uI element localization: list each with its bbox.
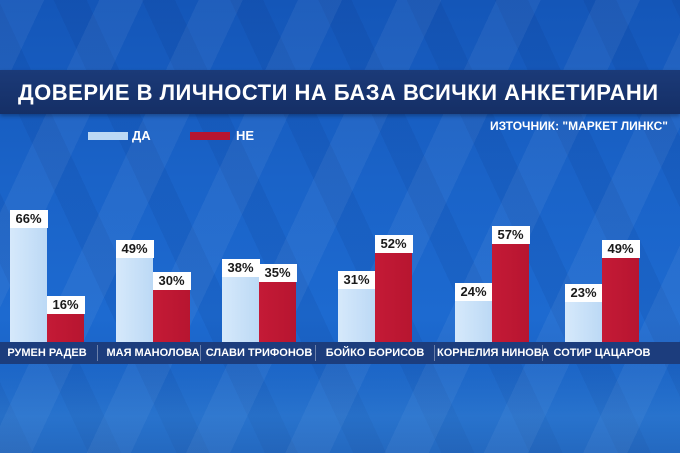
category-label-1: РУМЕН РАДЕВ xyxy=(7,347,87,359)
legend-yes-swatch xyxy=(88,132,128,140)
legend-no-swatch xyxy=(190,132,230,140)
category-separator xyxy=(434,345,435,361)
category-label-6: СОТИР ЦАЦАРОВ xyxy=(553,347,651,359)
bar-yes-1 xyxy=(10,228,47,342)
category-label-2: МАЯ МАНОЛОВА xyxy=(106,347,200,359)
value-label-no-3: 35% xyxy=(258,263,297,282)
bar-yes-4 xyxy=(338,288,375,342)
bar-no-2 xyxy=(153,290,190,342)
value-label-yes-3: 38% xyxy=(221,258,260,277)
value-label-no-4: 52% xyxy=(374,234,413,253)
bar-yes-5 xyxy=(455,300,492,342)
category-label-5: КОРНЕЛИЯ НИНОВА xyxy=(437,347,550,359)
category-label-4: БОЙКО БОРИСОВ xyxy=(325,347,425,359)
bar-no-1 xyxy=(47,314,84,342)
value-label-yes-6: 23% xyxy=(564,284,603,303)
value-label-no-1: 16% xyxy=(46,296,85,315)
category-label-3: СЛАВИ ТРИФОНОВ xyxy=(205,347,313,359)
bar-yes-3 xyxy=(222,276,259,342)
bar-no-4 xyxy=(375,252,412,342)
chart-title: ДОВЕРИЕ В ЛИЧНОСТИ НА БАЗА ВСИЧКИ АНКЕТИ… xyxy=(18,80,659,105)
value-label-no-2: 30% xyxy=(152,272,191,291)
legend-yes-label: ДА xyxy=(132,128,151,143)
category-separator xyxy=(315,345,316,361)
value-label-no-5: 57% xyxy=(491,225,530,244)
category-separator xyxy=(97,345,98,361)
title-bar xyxy=(0,70,680,114)
category-separator xyxy=(541,345,543,361)
background-glow xyxy=(0,360,680,453)
source-label: ИЗТОЧНИК: "МАРКЕТ ЛИНКС" xyxy=(489,119,668,133)
category-strip xyxy=(0,342,680,364)
value-label-yes-2: 49% xyxy=(115,239,154,258)
category-separator xyxy=(200,345,201,361)
bar-no-6 xyxy=(602,257,639,342)
legend-no-label: НЕ xyxy=(236,128,255,143)
bar-no-5 xyxy=(492,243,529,342)
bar-yes-2 xyxy=(116,257,153,342)
value-label-no-6: 49% xyxy=(601,239,640,258)
value-label-yes-5: 24% xyxy=(454,282,493,301)
bar-yes-6 xyxy=(565,302,602,342)
value-label-yes-1: 66% xyxy=(9,210,48,229)
value-label-yes-4: 31% xyxy=(337,270,376,289)
bar-no-3 xyxy=(259,281,296,342)
